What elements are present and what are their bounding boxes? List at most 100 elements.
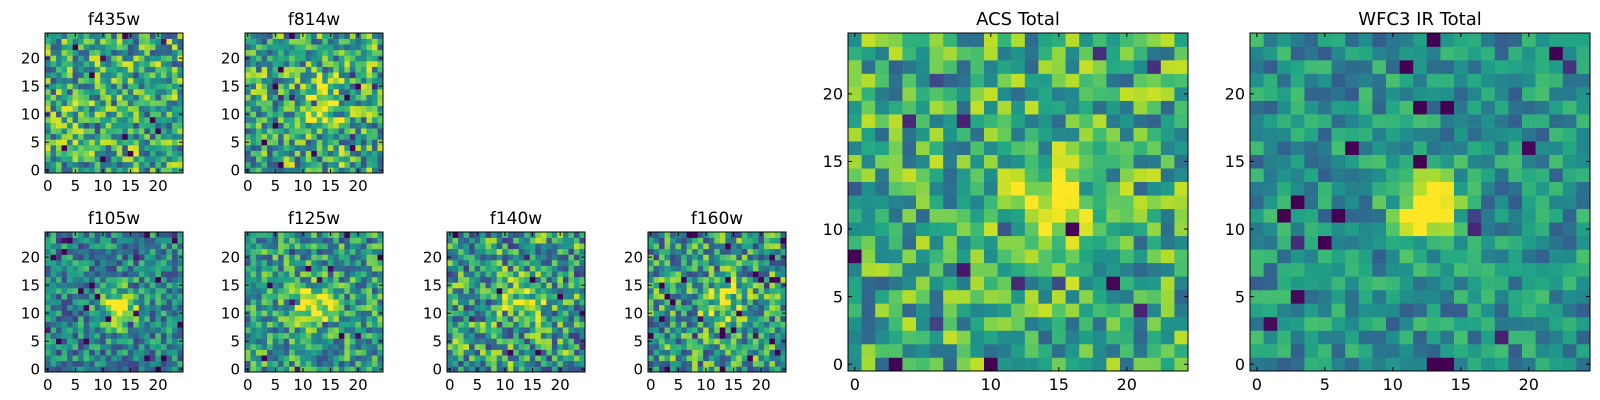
heatmap-cell (261, 105, 268, 112)
heatmap-cell (294, 150, 301, 157)
heatmap-cell (294, 61, 301, 67)
heatmap-cell (769, 332, 776, 339)
heatmap-cell (83, 355, 90, 362)
heatmap-cell (305, 321, 312, 328)
heatmap-cell (94, 265, 101, 272)
heatmap-cell (261, 243, 268, 250)
heatmap-cell (267, 83, 273, 90)
heatmap-cell (289, 254, 295, 261)
heatmap-cell (78, 111, 84, 118)
heatmap-cell (133, 38, 140, 45)
y-tick-label: 20 (221, 249, 240, 267)
heatmap-cell (984, 127, 998, 142)
heatmap-cell (1399, 249, 1414, 264)
heatmap-cell (94, 310, 101, 317)
heatmap-cell (780, 271, 787, 278)
heatmap-cell (929, 33, 944, 47)
heatmap-cell (529, 254, 536, 261)
heatmap-cell (166, 265, 173, 272)
heatmap-cell (480, 299, 486, 306)
heatmap-cell (664, 237, 671, 244)
heatmap-cell (997, 46, 1012, 61)
heatmap-cell (1290, 276, 1305, 291)
heatmap-cell (177, 232, 184, 238)
heatmap-cell (747, 282, 754, 289)
heatmap-cell (719, 260, 726, 266)
heatmap-cell (67, 355, 73, 362)
heatmap-cell (333, 237, 340, 244)
heatmap-cell (349, 332, 356, 339)
heatmap-cell (1038, 357, 1053, 372)
heatmap-cell (160, 260, 167, 266)
heatmap-cell (338, 237, 345, 244)
heatmap-cell (686, 293, 693, 300)
heatmap-cell (261, 72, 268, 79)
heatmap-cell (171, 288, 178, 294)
heatmap-cell (1263, 316, 1278, 331)
heatmap-cell (730, 282, 737, 289)
heatmap-cell (133, 360, 140, 367)
heatmap-cell (311, 288, 318, 294)
heatmap-cell (714, 271, 721, 278)
heatmap-cell (360, 338, 367, 345)
heatmap-cell (338, 232, 345, 238)
heatmap-cell (116, 366, 123, 373)
heatmap-cell (769, 310, 776, 317)
heatmap-cell (360, 72, 367, 79)
heatmap-cell (311, 276, 318, 283)
heatmap-cell (1106, 289, 1121, 304)
heatmap-cell (529, 282, 536, 289)
heatmap-cell (741, 332, 748, 339)
heatmap-cell (245, 332, 251, 339)
heatmap-cell (507, 321, 514, 328)
heatmap-cell (1345, 154, 1360, 169)
heatmap-cell (83, 332, 90, 339)
heatmap-cell (355, 288, 362, 294)
heatmap-cell (171, 299, 178, 306)
heatmap-cell (670, 338, 676, 345)
heatmap-cell (127, 360, 134, 367)
heatmap-cell (166, 161, 173, 168)
heatmap-cell (463, 271, 470, 278)
heatmap-cell (289, 55, 295, 62)
heatmap-cell (568, 360, 575, 367)
heatmap-cell (653, 327, 660, 334)
heatmap-cell (573, 232, 580, 238)
heatmap-cell (1160, 154, 1175, 169)
heatmap-cell (360, 167, 367, 174)
heatmap-cell (861, 316, 876, 331)
heatmap-cell (653, 271, 660, 278)
heatmap-cell (1358, 222, 1373, 237)
heatmap-cell (160, 105, 167, 112)
heatmap-cell (1038, 127, 1053, 142)
heatmap-cell (780, 349, 787, 356)
heatmap-cell (122, 310, 129, 317)
heatmap-cell (144, 366, 151, 373)
heatmap-cell (524, 327, 531, 334)
heatmap-cell (681, 327, 687, 334)
heatmap-cell (111, 105, 118, 112)
heatmap-cell (861, 235, 876, 250)
heatmap-cell (127, 77, 134, 84)
heatmap-cell (50, 304, 57, 311)
heatmap-cell (272, 161, 279, 168)
heatmap-cell (1562, 235, 1577, 250)
heatmap-cell (50, 167, 57, 174)
heatmap-cell (311, 316, 318, 322)
heatmap-cell (1440, 235, 1455, 250)
heatmap-cell (956, 235, 971, 250)
heatmap-cell (956, 60, 971, 74)
heatmap-cell (160, 355, 167, 362)
heatmap-cell (155, 61, 162, 67)
heatmap-cell (338, 145, 345, 151)
heatmap-cell (333, 304, 340, 311)
heatmap-cell (333, 77, 340, 84)
heatmap-cell (355, 243, 362, 250)
heatmap-cell (267, 122, 273, 129)
heatmap-cell (502, 265, 509, 272)
heatmap-cell (133, 83, 140, 90)
heatmap-cell (681, 366, 687, 373)
heatmap-cell (283, 288, 290, 294)
heatmap-cell (322, 282, 329, 289)
heatmap-cell (294, 232, 301, 238)
